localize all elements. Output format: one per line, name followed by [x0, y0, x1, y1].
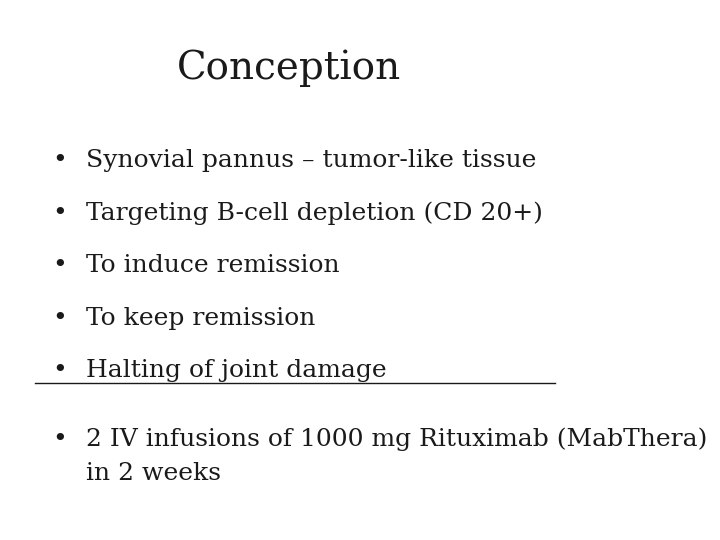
- Text: Synovial pannus – tumor-like tissue: Synovial pannus – tumor-like tissue: [86, 149, 536, 172]
- Text: 2 IV infusions of 1000 mg Rituximab (MabThera)
in 2 weeks: 2 IV infusions of 1000 mg Rituximab (Mab…: [86, 428, 707, 485]
- Text: Halting of joint damage: Halting of joint damage: [86, 360, 387, 382]
- Text: •: •: [52, 428, 67, 451]
- Text: To induce remission: To induce remission: [86, 254, 340, 277]
- Text: •: •: [52, 201, 67, 225]
- Text: To keep remission: To keep remission: [86, 307, 315, 330]
- Text: •: •: [52, 254, 67, 277]
- Text: Conception: Conception: [177, 49, 401, 86]
- Text: •: •: [52, 360, 67, 382]
- Text: •: •: [52, 149, 67, 172]
- Text: •: •: [52, 307, 67, 330]
- Text: Targeting B-cell depletion (CD 20+): Targeting B-cell depletion (CD 20+): [86, 201, 543, 225]
